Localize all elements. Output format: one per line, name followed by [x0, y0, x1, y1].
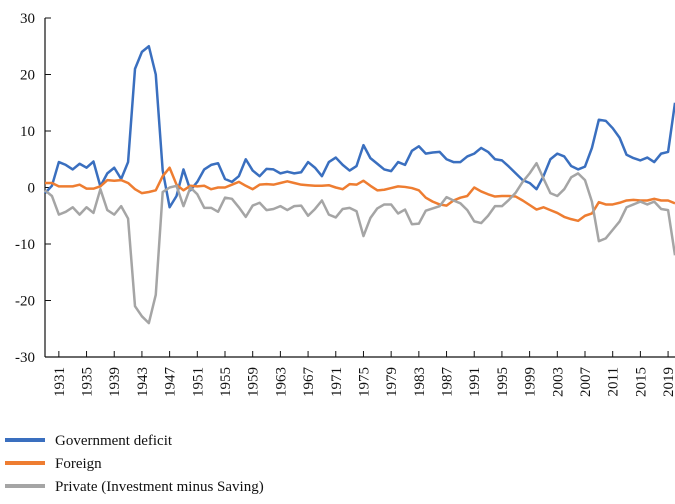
y-tick-label: 0 [28, 181, 36, 197]
legend-label: Government deficit [55, 433, 173, 449]
x-tick-label: 1935 [80, 367, 96, 397]
x-tick-label: 2003 [550, 367, 566, 397]
x-tick-label: 1999 [523, 367, 539, 397]
y-tick-label: 20 [20, 68, 35, 84]
series-line [44, 161, 675, 325]
x-tick-label: 1951 [190, 367, 206, 397]
x-tick-label: 1971 [329, 367, 345, 397]
x-tick-label: 1947 [163, 367, 179, 398]
y-tick-label: 30 [20, 11, 35, 27]
x-tick-label: 1943 [135, 367, 151, 397]
x-tick-label: 2011 [606, 367, 622, 396]
x-tick-label: 1967 [301, 367, 317, 398]
x-tick-label: 1955 [218, 367, 234, 397]
x-tick-label: 2019 [661, 367, 675, 397]
y-tick-label: -30 [15, 350, 35, 366]
y-tick-label: 10 [20, 124, 35, 140]
x-tick-label: 1979 [384, 367, 400, 397]
legend-label: Private (Investment minus Saving) [55, 479, 264, 495]
x-tick-label: 1987 [440, 367, 456, 398]
series-line [44, 45, 675, 209]
x-tick-label: 2007 [578, 367, 594, 398]
x-tick-label: 1959 [246, 367, 262, 397]
x-tick-label: 2015 [633, 367, 649, 397]
legend-label: Foreign [55, 456, 102, 472]
x-tick-label: 1931 [52, 367, 68, 397]
x-tick-label: 1963 [273, 367, 289, 397]
x-tick-label: 1975 [356, 367, 372, 397]
y-tick-label: -20 [15, 294, 35, 310]
x-tick-label: 1991 [467, 367, 483, 397]
x-tick-label: 1995 [495, 367, 511, 397]
y-tick-label: -10 [15, 237, 35, 253]
x-tick-label: 1939 [107, 367, 123, 397]
series-line [45, 166, 675, 223]
x-tick-label: 1983 [412, 367, 428, 397]
